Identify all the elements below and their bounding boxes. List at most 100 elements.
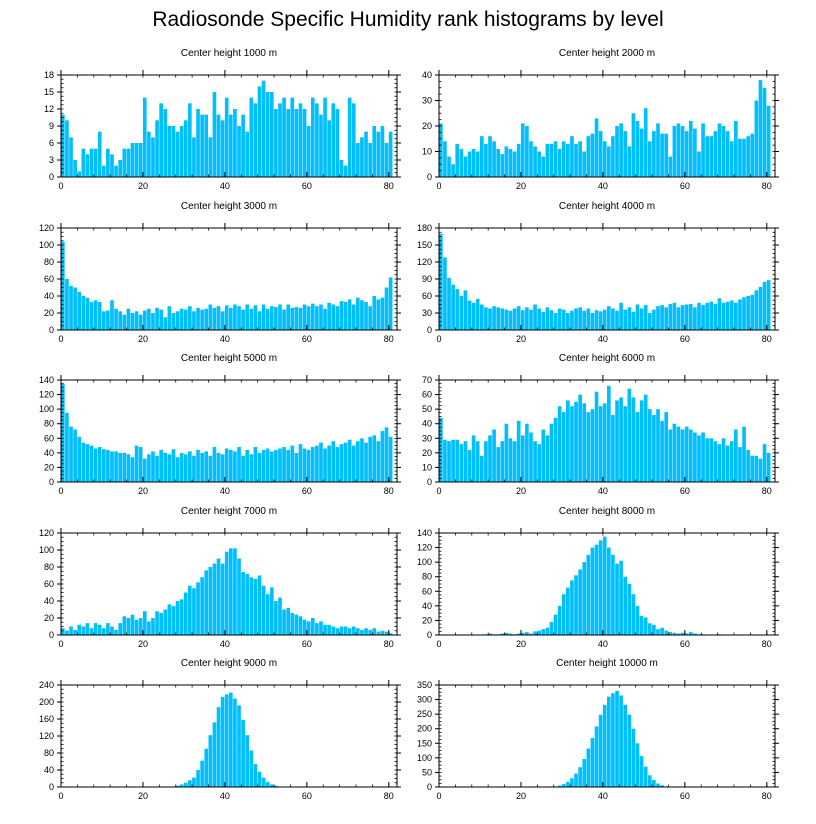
histogram-bar	[69, 426, 73, 482]
histogram-bar	[208, 455, 213, 482]
histogram-bar	[372, 435, 377, 482]
histogram-bar	[488, 435, 492, 482]
histogram-bar	[746, 296, 750, 330]
histogram-bar	[586, 308, 591, 330]
histogram-bar	[269, 92, 274, 177]
histogram-bar	[229, 692, 233, 787]
histogram-bar	[118, 452, 123, 482]
histogram-bar	[241, 309, 245, 330]
histogram-bar	[496, 447, 501, 482]
histogram-bar	[492, 429, 496, 482]
x-tick-label: 60	[302, 181, 312, 191]
histogram-bar	[529, 633, 533, 635]
y-tick-label: 70	[422, 375, 432, 385]
histogram-bar	[664, 412, 669, 482]
histogram-bar	[261, 585, 266, 635]
histogram-bar	[746, 449, 750, 482]
histogram-bar	[233, 109, 237, 177]
histogram-bar	[611, 693, 615, 787]
histogram-bar	[611, 414, 615, 482]
histogram-bar	[274, 785, 278, 787]
histogram-bar	[269, 306, 274, 330]
histogram-bar	[286, 109, 291, 177]
y-tick-label: 100	[417, 753, 432, 763]
histogram-bar	[249, 308, 254, 330]
histogram-bar	[705, 302, 709, 330]
histogram-bar	[261, 80, 266, 177]
histogram-bar	[376, 441, 381, 482]
y-tick-label: 20	[422, 615, 432, 625]
histogram-bar	[541, 629, 546, 635]
histogram-bar	[721, 438, 726, 482]
histogram-bar	[376, 631, 381, 635]
histogram-bar	[339, 160, 344, 177]
histogram-bar	[688, 303, 693, 330]
histogram-bar	[384, 143, 389, 177]
y-tick-label: 120	[39, 731, 54, 741]
histogram-bar	[639, 616, 644, 635]
histogram-bar	[356, 628, 360, 635]
histogram-bar	[323, 624, 327, 635]
histogram-bar	[561, 141, 566, 177]
panel-subtitle: Center height 9000 m	[181, 658, 277, 669]
histogram-bar	[220, 696, 225, 787]
histogram-panel: Center height 2000 m 0 20 40 60 80 0 10 20 30 40	[422, 48, 779, 191]
histogram-bar	[561, 784, 566, 787]
histogram-bar	[93, 623, 98, 635]
histogram-bar	[594, 118, 599, 177]
histogram-bar	[347, 299, 352, 330]
histogram-bar	[138, 314, 143, 330]
histogram-bar	[705, 136, 709, 177]
histogram-bar	[693, 307, 697, 330]
histogram-bar	[278, 448, 282, 482]
histogram-bar	[65, 120, 69, 177]
histogram-bar	[602, 309, 607, 330]
histogram-bar	[594, 544, 599, 635]
histogram-bar	[660, 785, 664, 787]
histogram-bar	[319, 442, 323, 482]
histogram-bar	[664, 307, 669, 330]
histogram-bar	[167, 126, 172, 177]
histogram-bar	[627, 714, 632, 787]
histogram-bar	[504, 146, 509, 177]
histogram-bar	[647, 409, 652, 482]
histogram-bar	[294, 452, 299, 482]
histogram-bar	[69, 285, 73, 330]
histogram-bar	[488, 633, 492, 635]
histogram-bar	[623, 309, 628, 330]
histogram-bar	[147, 454, 151, 482]
histogram-bar	[110, 154, 114, 177]
histogram-bar	[566, 400, 570, 482]
histogram-bar	[245, 735, 250, 787]
histogram-bar	[319, 114, 323, 177]
histogram-bar	[668, 429, 673, 482]
x-tick-label: 0	[436, 486, 441, 496]
histogram-bar	[171, 449, 176, 482]
histogram-bar	[212, 563, 217, 635]
histogram-bar	[652, 131, 656, 177]
histogram-bar	[766, 452, 771, 482]
y-tick-label: 40	[422, 601, 432, 611]
histogram-panel: Center height 1000 m 0 20 40 60 80 0 3 6 9 12 15 18	[44, 48, 401, 191]
histogram-bar	[656, 123, 660, 177]
histogram-bar	[286, 449, 291, 482]
histogram-bar	[615, 310, 619, 330]
histogram-bar	[142, 458, 147, 482]
histogram-bar	[65, 630, 69, 635]
histogram-bar	[451, 284, 455, 330]
y-tick-label: 120	[39, 223, 54, 233]
y-tick-label: 300	[417, 695, 432, 705]
histogram-bar	[488, 308, 492, 330]
histogram-bar	[81, 626, 86, 635]
x-tick-label: 60	[680, 486, 690, 496]
histogram-bar	[167, 454, 172, 482]
histogram-bar	[327, 120, 331, 177]
histogram-bar	[738, 447, 742, 482]
y-tick-label: 20	[44, 462, 54, 472]
y-tick-label: 50	[422, 767, 432, 777]
histogram-bar	[147, 131, 151, 177]
histogram-bar	[306, 449, 311, 482]
histogram-bar	[380, 431, 385, 482]
histogram-bar	[688, 120, 693, 177]
panel-subtitle: Center height 7000 m	[181, 506, 277, 517]
